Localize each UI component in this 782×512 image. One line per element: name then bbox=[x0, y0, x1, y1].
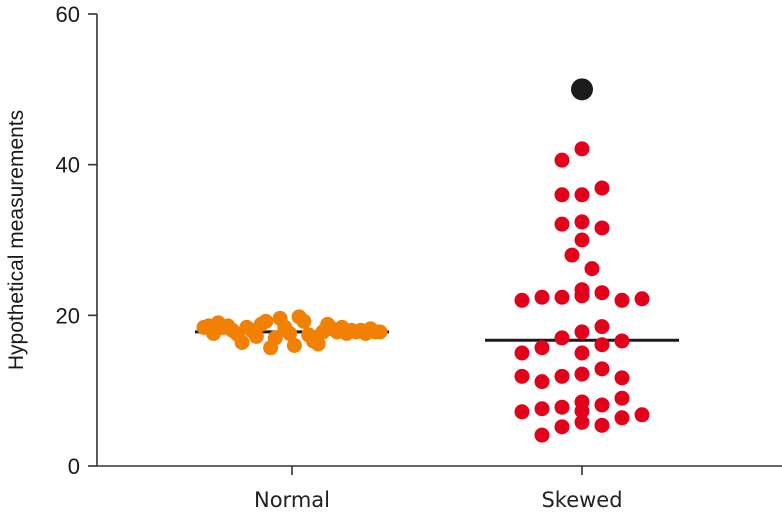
point-skewed bbox=[614, 370, 630, 386]
point-skewed bbox=[534, 401, 550, 417]
point-normal bbox=[296, 313, 312, 329]
point-normal bbox=[310, 336, 326, 352]
point-skewed bbox=[634, 407, 650, 423]
y-ticks: 0 20 40 60 bbox=[56, 2, 97, 479]
point-skewed bbox=[514, 345, 530, 361]
outlier-point bbox=[571, 78, 593, 101]
point-skewed bbox=[574, 214, 590, 230]
data-points bbox=[196, 78, 650, 443]
point-skewed bbox=[594, 285, 610, 301]
point-skewed bbox=[594, 417, 610, 433]
point-skewed bbox=[554, 216, 570, 232]
point-skewed bbox=[594, 319, 610, 335]
point-normal bbox=[234, 334, 250, 350]
point-skewed bbox=[554, 368, 570, 384]
y-tick-label: 20 bbox=[56, 303, 80, 328]
point-skewed bbox=[554, 399, 570, 415]
axes bbox=[96, 14, 782, 467]
point-skewed bbox=[594, 220, 610, 236]
point-skewed bbox=[574, 288, 590, 304]
point-skewed bbox=[574, 345, 590, 361]
point-skewed bbox=[564, 247, 580, 263]
x-ticks: Normal Skewed bbox=[254, 466, 623, 512]
point-normal bbox=[372, 324, 388, 340]
point-skewed bbox=[594, 337, 610, 353]
point-skewed bbox=[584, 261, 600, 277]
y-tick-label: 60 bbox=[56, 2, 80, 27]
point-skewed bbox=[614, 390, 630, 406]
point-skewed bbox=[614, 410, 630, 426]
point-skewed bbox=[614, 292, 630, 308]
point-skewed bbox=[634, 291, 650, 307]
x-tick-label-normal: Normal bbox=[254, 488, 330, 512]
point-skewed bbox=[554, 419, 570, 435]
point-normal bbox=[267, 330, 283, 346]
point-normal bbox=[286, 337, 302, 353]
point-skewed bbox=[534, 374, 550, 390]
point-skewed bbox=[554, 152, 570, 168]
y-axis-title: Hypothetical measurements bbox=[5, 110, 28, 370]
point-normal bbox=[282, 325, 298, 341]
point-skewed bbox=[574, 141, 590, 157]
point-skewed bbox=[514, 404, 530, 420]
x-tick-label-skewed: Skewed bbox=[541, 488, 622, 512]
point-skewed bbox=[554, 330, 570, 346]
point-skewed bbox=[514, 368, 530, 384]
point-skewed bbox=[534, 340, 550, 356]
point-skewed bbox=[554, 187, 570, 203]
point-skewed bbox=[534, 427, 550, 443]
point-skewed bbox=[534, 289, 550, 305]
point-skewed bbox=[594, 361, 610, 377]
point-skewed bbox=[514, 292, 530, 308]
point-skewed bbox=[594, 397, 610, 413]
point-skewed bbox=[574, 324, 590, 340]
y-tick-label: 40 bbox=[56, 153, 80, 178]
point-skewed bbox=[574, 403, 590, 419]
point-skewed bbox=[594, 180, 610, 196]
point-skewed bbox=[574, 414, 590, 430]
y-tick-label: 0 bbox=[68, 454, 80, 479]
point-skewed bbox=[554, 289, 570, 305]
point-skewed bbox=[574, 187, 590, 203]
point-skewed bbox=[574, 366, 590, 382]
point-normal bbox=[248, 328, 264, 344]
point-skewed bbox=[614, 333, 630, 349]
point-normal bbox=[258, 313, 274, 329]
point-skewed bbox=[574, 232, 590, 248]
